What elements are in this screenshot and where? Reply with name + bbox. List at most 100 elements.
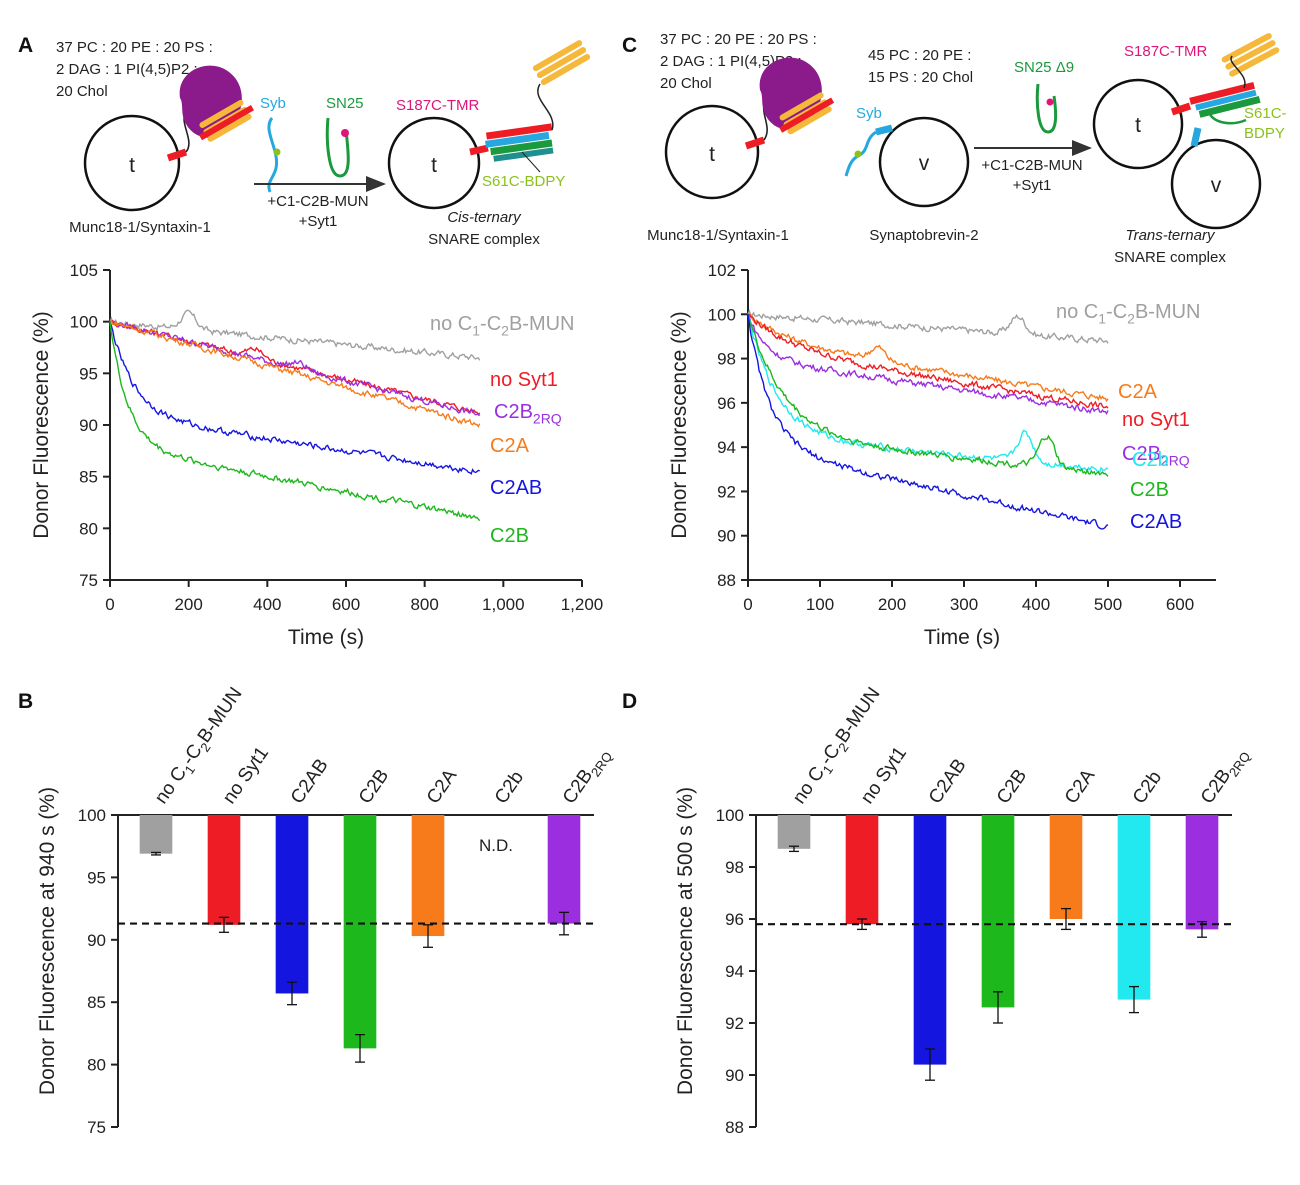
y-tick-label: 90: [717, 527, 736, 546]
bar-c2b: [981, 815, 1015, 1008]
x-tick-label: 1,000: [482, 595, 525, 614]
series-label-c2a: C2A: [1118, 381, 1158, 403]
y-tick-label: 95: [79, 364, 98, 383]
c-sn25-shape: [1035, 83, 1058, 134]
x-tick-label: 400: [253, 595, 281, 614]
c-arrow-line2: +Syt1: [1013, 177, 1052, 194]
y-axis-label: Donor Fluorescence (%): [668, 311, 691, 539]
category-label-c2b: C2B: [993, 766, 1031, 808]
x-tick-label: 200: [174, 595, 202, 614]
y-tick-label: 100: [70, 313, 98, 332]
c-syb-tm: [875, 124, 893, 136]
x-tick-label: 1,200: [561, 595, 604, 614]
panel-c-lipid-t-line3: 20 Chol: [660, 75, 712, 92]
c-complex-line2: SNARE complex: [1114, 249, 1226, 266]
series-label-c2b: C2B: [490, 525, 529, 547]
y-tick-label: 100: [708, 305, 736, 324]
y-tick-label: 95: [87, 868, 106, 887]
c-sn25-label: SN25 Δ9: [1014, 59, 1074, 76]
panel-c-lipid-t-line1: 37 PC : 20 PE : 20 PS :: [660, 31, 817, 48]
panel-c-letter: C: [622, 34, 637, 57]
bar-no-c1-c2b-mun: [777, 815, 811, 849]
s61-label: S61C-BDPY: [482, 173, 565, 190]
chart-b: 75 80 85 90 95 100 Donor Fluorescence at 940 s…: [36, 684, 615, 1137]
trans-sn25-loop: [1206, 109, 1247, 125]
t-vesicle: [83, 114, 181, 212]
arrow-line2: +Syt1: [299, 213, 338, 230]
x-tick-label: 100: [806, 595, 834, 614]
y-tick-label: 100: [716, 806, 744, 825]
y-tick-label: 94: [717, 438, 736, 457]
c-syb-tm-2: [1190, 127, 1202, 147]
bar-c2a: [1049, 815, 1083, 919]
y-tick-label: 98: [725, 858, 744, 877]
series-line-c2b2rq: [747, 313, 1109, 415]
arrow-line1: +C1-C2B-MUN: [267, 193, 368, 210]
series-line-no-c1-c2b-mun: [109, 309, 481, 361]
y-tick-label: 98: [717, 350, 736, 369]
x-axis-label: Time (s): [924, 626, 1000, 649]
munc-label: Munc18-1/Syntaxin-1: [69, 219, 211, 236]
y-tick-label: 75: [79, 571, 98, 590]
y-tick-label: 100: [78, 806, 106, 825]
x-tick-label: 200: [878, 595, 906, 614]
series-label-c2b2rq: C2B2RQ: [1122, 443, 1190, 469]
chart-d: 88 90 92 94 96 98 100 Donor Fluorescence at 500…: [674, 684, 1253, 1137]
panel-c-schematic: C 37 PC : 20 PE : 20 PS : 2 DAG : 1 PI(4…: [622, 31, 1287, 266]
series-label-c2ab: C2AB: [1130, 511, 1182, 533]
sn25-shape: [325, 117, 350, 178]
c-t-label: t: [709, 143, 715, 166]
sn25-label: SN25: [326, 95, 364, 112]
category-label-c2b: C2b: [491, 767, 528, 808]
series-line-c2b: [109, 321, 481, 522]
panel-c-lipid-t-line2: 2 DAG : 1 PI(4,5)P2 :: [660, 53, 802, 70]
y-axis-label: Donor Fluorescence (%): [30, 311, 53, 539]
c-t-vesicle: [664, 104, 760, 200]
s61-pointer: [521, 151, 541, 173]
nd-label: N.D.: [479, 836, 513, 855]
v-label-2: v: [1211, 174, 1222, 197]
bar-c2ab: [913, 815, 947, 1065]
bar-no-c1-c2b-mun: [139, 815, 173, 854]
y-tick-label: 88: [725, 1118, 744, 1137]
v-vesicle: [878, 116, 970, 208]
complex-line2: SNARE complex: [428, 231, 540, 248]
category-label-c2a: C2A: [423, 765, 462, 808]
series-label-c2b-lower: C2b: [1132, 449, 1169, 471]
c-complex-line1: Trans-ternary: [1126, 227, 1216, 244]
series-line-no-syt1: [747, 313, 1109, 409]
chart-c: 88 90 92 94 96 98 100 102 0 100 200 300 400 500 600 Tim…: [668, 261, 1216, 649]
y-tick-label: 96: [725, 910, 744, 929]
series-line-c2a: [109, 319, 481, 429]
x-tick-label: 800: [410, 595, 438, 614]
x-axis-label: Time (s): [288, 626, 364, 649]
y-tick-label: 90: [87, 931, 106, 950]
category-label-c2ab: C2AB: [287, 755, 333, 808]
y-tick-label: 102: [708, 261, 736, 280]
panel-a-lipid-line2: 2 DAG : 1 PI(4,5)P2 :: [56, 61, 198, 78]
c-s61-label: S61C-: [1244, 105, 1287, 122]
x-tick-label: 600: [1166, 595, 1194, 614]
y-tick-label: 75: [87, 1118, 106, 1137]
x-tick-label: 0: [743, 595, 752, 614]
category-label-no-syt1: no Syt1: [857, 743, 911, 808]
series-line-c2ab: [109, 321, 480, 476]
c-t-label-2: t: [1135, 114, 1141, 137]
c-sn25-dot: [1046, 98, 1054, 106]
syntaxin-habc: [199, 99, 254, 142]
series-label-no-c1-c2b-mun: no C1-C2B-MUN: [430, 313, 575, 339]
series-line-c2b: [747, 314, 1109, 477]
bar-c2b2rq: [1185, 815, 1219, 930]
c-s187-label: S187C-TMR: [1124, 43, 1208, 60]
syntaxin-tm: [166, 148, 188, 162]
cis-linker: [537, 83, 554, 131]
trans-linker: [1230, 55, 1246, 89]
t-vesicle-2: [387, 116, 481, 210]
c-s61-label-2: BDPY: [1244, 125, 1285, 142]
panel-c-lipid-v-line1: 45 PC : 20 PE :: [868, 47, 971, 64]
c-syb-label: Syb: [856, 105, 882, 122]
syntaxin-tm-2: [469, 144, 489, 156]
panel-a-lipid-line3: 20 Chol: [56, 83, 108, 100]
complex-line1: Cis-ternary: [447, 209, 522, 226]
